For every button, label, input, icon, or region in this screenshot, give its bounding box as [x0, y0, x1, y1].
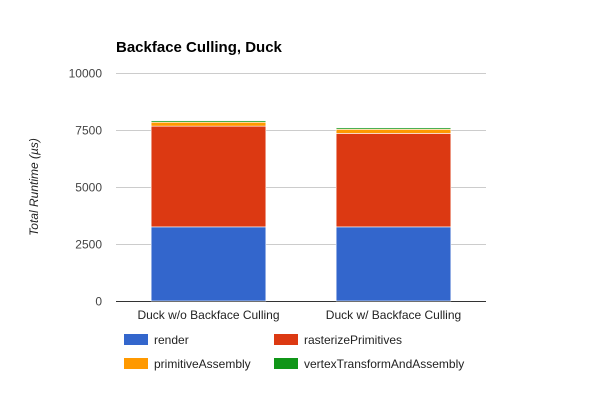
y-tick-label: 5000 — [75, 181, 102, 195]
legend-label-primitiveAssembly: primitiveAssembly — [154, 357, 251, 371]
bar-segment-vertexTransformAndAssembly — [150, 120, 267, 123]
bar-segment-rasterizePrimitives — [150, 125, 267, 228]
y-axis-label: Total Runtime (µs) — [27, 138, 41, 236]
bar-segment-rasterizePrimitives — [335, 133, 452, 228]
legend-label-rasterizePrimitives: rasterizePrimitives — [304, 333, 402, 347]
legend-swatch-primitiveAssembly — [124, 358, 148, 369]
x-category-label: Duck w/ Backface Culling — [326, 308, 461, 322]
legend-label-vertexTransformAndAssembly: vertexTransformAndAssembly — [304, 357, 464, 371]
y-tick-label: 7500 — [75, 124, 102, 138]
bars — [150, 120, 452, 302]
chart-title: Backface Culling, Duck — [116, 39, 283, 56]
y-tick-label: 2500 — [75, 238, 102, 252]
legend-swatch-vertexTransformAndAssembly — [274, 358, 298, 369]
bar-segment-primitiveAssembly — [335, 129, 452, 134]
y-tick-label: 0 — [95, 295, 102, 309]
bar-segment-vertexTransformAndAssembly — [335, 127, 452, 130]
legend: render rasterizePrimitives primitiveAssemb… — [124, 333, 464, 371]
legend-swatch-rasterizePrimitives — [274, 334, 298, 345]
legend-label-render: render — [154, 333, 189, 347]
bar-segment-render — [150, 226, 267, 302]
legend-swatch-render — [124, 334, 148, 345]
bar-segment-render — [335, 226, 452, 302]
bar-segment-primitiveAssembly — [150, 121, 267, 127]
y-axis-ticks: 0 2500 5000 7500 10000 — [69, 67, 103, 309]
y-tick-label: 10000 — [69, 67, 103, 81]
x-axis-categories: Duck w/o Backface Culling Duck w/ Backfac… — [137, 308, 461, 322]
x-category-label: Duck w/o Backface Culling — [137, 308, 279, 322]
